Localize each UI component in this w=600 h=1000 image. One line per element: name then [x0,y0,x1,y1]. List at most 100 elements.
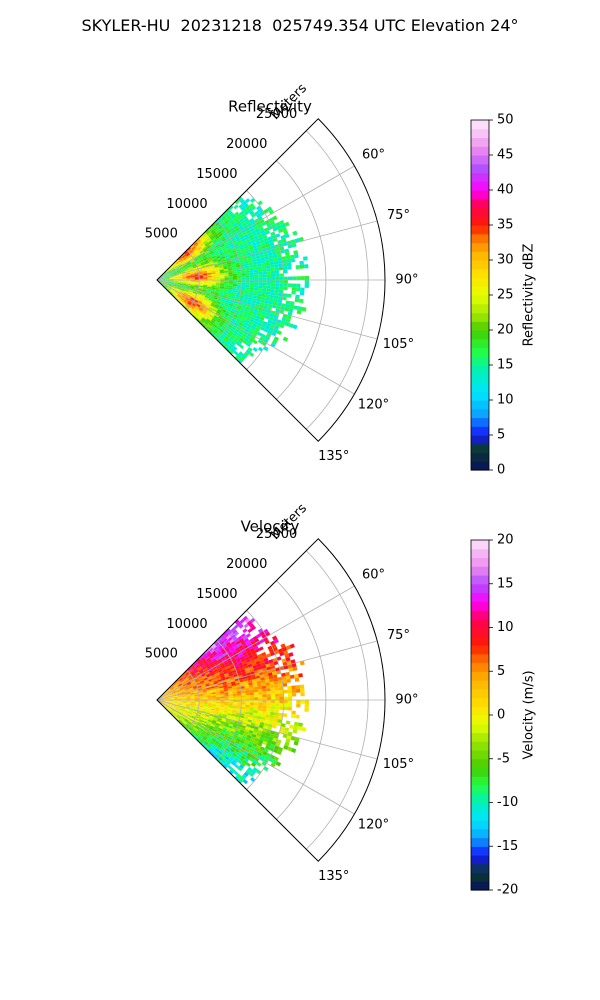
radar-cell [202,742,208,747]
radar-cell [164,703,169,706]
radar-cell [202,256,208,260]
radar-cell [177,262,182,266]
radar-cell [231,728,236,733]
radar-cell [253,728,259,733]
radar-cell [172,706,177,709]
radar-cell [217,309,222,313]
radar-cell [195,731,200,736]
radar-cell [172,692,178,695]
radar-cell [229,675,234,679]
radar-cell [165,280,170,282]
radar-cell [253,740,259,745]
radar-cell [186,275,191,277]
radar-cell [167,286,172,290]
radar-cell [183,726,188,730]
radar-cell [268,239,274,244]
radar-cell [200,305,205,309]
radar-cell [304,707,309,712]
radar-cell [202,268,207,271]
radar-cell [252,742,258,748]
radar-cell [184,709,190,712]
radar-cell [217,238,222,243]
radar-cell [273,257,278,262]
radar-cell [282,336,289,342]
radar-cell [244,647,250,652]
radar-cell [261,293,266,298]
radar-cell [204,295,210,299]
colorbar-segment [471,828,489,839]
radar-cell [266,271,271,275]
azimuth-tick-label: 135° [318,449,349,464]
radar-cell [196,295,201,298]
radar-cell [229,756,235,762]
radar-cell [177,683,182,687]
radar-cell [195,261,200,264]
radar-cell [284,653,290,659]
radar-cell [219,654,225,659]
radar-cell [243,678,248,682]
radar-cell [210,266,215,269]
radar-cell [273,677,278,682]
radar-cell [247,296,253,301]
radar-cell [169,282,174,284]
radar-cell [208,680,214,684]
radar-cell [255,675,261,679]
radar-cell [174,685,179,689]
radar-cell [269,662,275,667]
radar-cell [215,641,220,647]
radar-cell [207,703,212,706]
radar-cell [186,698,191,700]
radar-cell [274,706,280,710]
radar-cell [209,263,215,266]
radar-cell [207,323,212,329]
radar-cell [227,264,232,267]
radar-cell [191,666,196,670]
radar-cell [194,273,199,276]
radar-cell [208,726,214,731]
radar-cell [167,287,171,290]
radar-cell [244,265,250,269]
radar-cell [211,657,217,662]
radar-cell [183,292,188,295]
radar-cell [168,284,173,287]
radar-cell [184,687,189,691]
radar-cell [218,262,223,266]
radar-cell [167,707,171,711]
radar-cell [190,702,195,704]
radar-cell [222,263,228,266]
radar-cell [200,252,206,256]
radar-cell [281,226,288,232]
radar-cell [160,281,165,284]
radar-cell [210,326,215,331]
radar-cell [173,280,179,282]
radar-cell [204,716,209,720]
radar-cell [225,258,231,262]
radar-cell [195,672,201,676]
radar-cell [237,358,243,364]
radar-cell [270,342,276,348]
radar-cell [169,694,174,697]
radar-cell [163,692,168,696]
radar-cell [280,234,286,240]
radar-cell [211,273,216,276]
radar-cell [173,264,178,268]
radar-cell [182,278,187,280]
radar-cell [249,267,254,271]
radar-cell [172,285,177,288]
radar-cell [178,698,183,699]
radar-cell [192,265,198,269]
radar-cell [234,638,239,643]
radar-cell [208,660,213,665]
radar-cell [188,300,193,304]
radar-cell [222,763,228,769]
radar-cell [180,288,185,291]
radar-cell [226,729,232,733]
radar-cell [208,306,214,311]
radar-cell [203,281,208,283]
radar-cell [249,227,255,233]
radar-cell [170,709,175,712]
radar-cell [262,740,268,746]
radar-cell [177,701,183,703]
radar-cell [200,714,206,717]
radar-cell [209,227,214,232]
